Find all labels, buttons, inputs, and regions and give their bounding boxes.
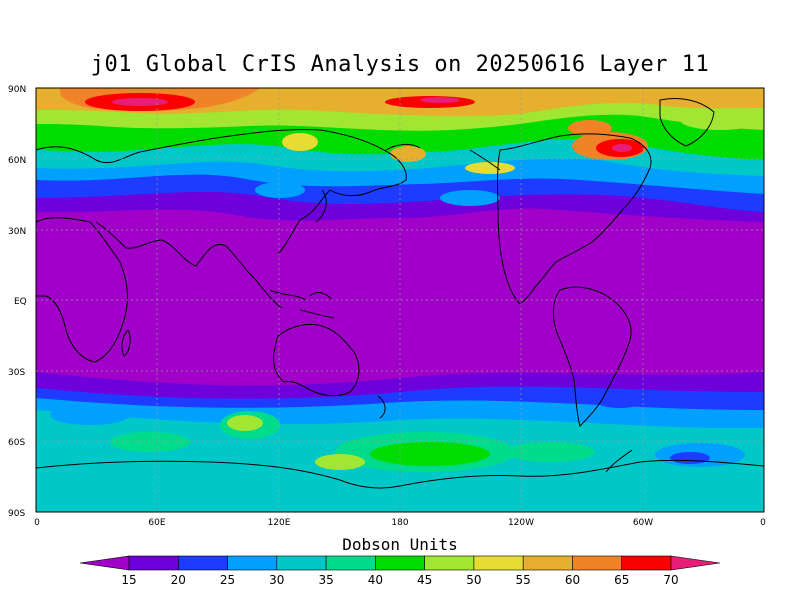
colorbar-swatch <box>177 555 228 571</box>
lat-label-30n: 30N <box>8 227 26 237</box>
colorbar-swatch <box>522 555 573 571</box>
colorbar-label: 70 <box>663 573 678 587</box>
lat-label-60s: 60S <box>8 438 25 448</box>
colorbar-swatch <box>128 555 179 571</box>
colorbar-swatch <box>621 555 672 571</box>
lat-label-90s: 90S <box>8 509 25 519</box>
lon-label-0: 0 <box>34 518 40 528</box>
colorbar-swatch <box>375 555 425 571</box>
colorbar-label: 40 <box>368 573 383 587</box>
lat-label-30s: 30S <box>8 368 25 378</box>
colorbar-label: 65 <box>614 573 629 587</box>
lon-label-120e: 120E <box>268 518 291 528</box>
lat-label-90n: 90N <box>8 85 26 95</box>
colorbar-label: 15 <box>121 573 136 587</box>
colorbar-label: 35 <box>318 573 333 587</box>
lon-label-60w: 60W <box>633 518 653 528</box>
colorbar-title: Dobson Units <box>342 535 458 554</box>
colorbar-label: 45 <box>417 573 432 587</box>
lat-label-eq: EQ <box>14 297 27 307</box>
coastlines <box>36 98 764 489</box>
lat-label-60n: 60N <box>8 156 26 166</box>
colorbar-label: 20 <box>171 573 186 587</box>
colorbar-swatch <box>325 555 376 571</box>
colorbar-label: 25 <box>220 573 235 587</box>
colorbar-swatch <box>473 555 524 571</box>
lon-label-180: 180 <box>391 518 408 528</box>
colorbar-label: 55 <box>516 573 531 587</box>
lon-label-120w: 120W <box>508 518 534 528</box>
lon-label-60e: 60E <box>148 518 165 528</box>
graticule <box>36 88 764 512</box>
colorbar: 15 20 25 30 35 40 45 50 55 60 65 70 <box>79 555 721 587</box>
colorbar-label: 60 <box>565 573 580 587</box>
colorbar-swatch <box>572 555 623 571</box>
colorbar-swatch <box>276 555 327 571</box>
lon-label-0-east: 0 <box>760 518 766 528</box>
colorbar-label: 30 <box>269 573 284 587</box>
map-title: j01 Global CrIS Analysis on 20250616 Lay… <box>90 52 710 77</box>
colorbar-label: 50 <box>466 573 481 587</box>
colorbar-swatch <box>227 555 278 571</box>
colorbar-high-arrow <box>670 555 721 571</box>
colorbar-low-arrow <box>79 555 130 571</box>
colorbar-swatch <box>424 555 475 571</box>
map-frame <box>35 87 765 513</box>
